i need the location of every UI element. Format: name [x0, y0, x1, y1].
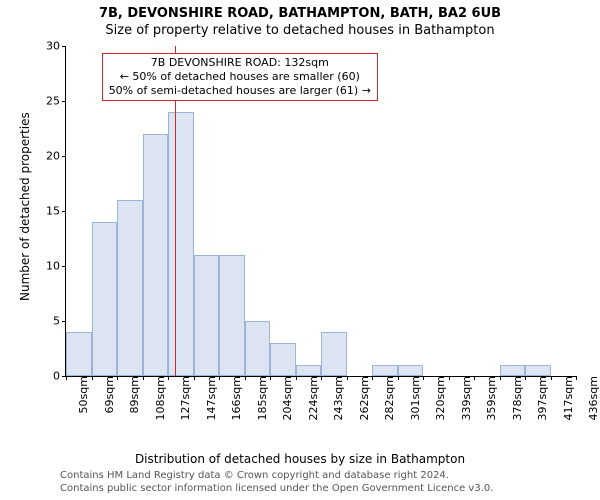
xtick-mark [117, 376, 118, 380]
xtick-label: 89sqm [122, 376, 141, 413]
xtick-label: 224sqm [301, 376, 320, 420]
footer-line-1: Contains HM Land Registry data © Crown c… [60, 470, 600, 483]
xtick-mark [500, 376, 501, 380]
xtick-label: 282sqm [377, 376, 396, 420]
xtick-mark [296, 376, 297, 380]
x-axis-label: Distribution of detached houses by size … [0, 452, 600, 466]
xtick-label: 339sqm [454, 376, 473, 420]
histogram-bar [194, 255, 220, 376]
ytick-mark [62, 321, 66, 322]
xtick-label: 204sqm [275, 376, 294, 420]
xtick-label: 166sqm [224, 376, 243, 420]
property-info-box: 7B DEVONSHIRE ROAD: 132sqm← 50% of detac… [102, 53, 378, 102]
xtick-mark [92, 376, 93, 380]
footer-attribution: Contains HM Land Registry data © Crown c… [0, 470, 600, 495]
histogram-bar [372, 365, 398, 376]
infobox-line: 50% of semi-detached houses are larger (… [109, 84, 371, 98]
xtick-mark [423, 376, 424, 380]
xtick-label: 359sqm [479, 376, 498, 420]
xtick-mark [551, 376, 552, 380]
xtick-mark [474, 376, 475, 380]
histogram-bar [270, 343, 296, 376]
xtick-mark [576, 376, 577, 380]
histogram-bar [92, 222, 118, 376]
xtick-label: 108sqm [148, 376, 167, 420]
xtick-label: 185sqm [250, 376, 269, 420]
xtick-mark [398, 376, 399, 380]
xtick-label: 147sqm [199, 376, 218, 420]
histogram-bar [168, 112, 194, 376]
xtick-label: 127sqm [173, 376, 192, 420]
histogram-bar [219, 255, 245, 376]
chart-container: 05101520253050sqm69sqm89sqm108sqm127sqm1… [0, 38, 600, 448]
xtick-mark [168, 376, 169, 380]
histogram-bar [143, 134, 169, 376]
xtick-label: 301sqm [403, 376, 422, 420]
histogram-bar [525, 365, 551, 376]
xtick-mark [270, 376, 271, 380]
xtick-mark [449, 376, 450, 380]
xtick-mark [372, 376, 373, 380]
xtick-label: 69sqm [97, 376, 116, 413]
xtick-label: 243sqm [326, 376, 345, 420]
xtick-label: 378sqm [505, 376, 524, 420]
xtick-mark [194, 376, 195, 380]
xtick-mark [219, 376, 220, 380]
infobox-line: 7B DEVONSHIRE ROAD: 132sqm [109, 56, 371, 70]
xtick-label: 417sqm [556, 376, 575, 420]
xtick-mark [245, 376, 246, 380]
xtick-mark [321, 376, 322, 380]
histogram-bar [398, 365, 424, 376]
xtick-label: 50sqm [71, 376, 90, 413]
histogram-bar [321, 332, 347, 376]
ytick-mark [62, 101, 66, 102]
xtick-label: 397sqm [530, 376, 549, 420]
xtick-mark [347, 376, 348, 380]
title-main: 7B, DEVONSHIRE ROAD, BATHAMPTON, BATH, B… [0, 6, 600, 21]
ytick-mark [62, 266, 66, 267]
y-axis-label: Number of detached properties [18, 112, 32, 301]
histogram-bar [66, 332, 92, 376]
histogram-bar [500, 365, 526, 376]
ytick-mark [62, 46, 66, 47]
xtick-mark [143, 376, 144, 380]
histogram-bar [245, 321, 271, 376]
infobox-line: ← 50% of detached houses are smaller (60… [109, 70, 371, 84]
ytick-mark [62, 156, 66, 157]
footer-line-2: Contains public sector information licen… [60, 483, 600, 496]
xtick-mark [525, 376, 526, 380]
xtick-label: 262sqm [352, 376, 371, 420]
title-sub: Size of property relative to detached ho… [0, 23, 600, 38]
xtick-label: 436sqm [581, 376, 600, 420]
histogram-bar [296, 365, 322, 376]
plot-area: 05101520253050sqm69sqm89sqm108sqm127sqm1… [65, 46, 576, 377]
histogram-bar [117, 200, 143, 376]
ytick-mark [62, 211, 66, 212]
xtick-label: 320sqm [428, 376, 447, 420]
xtick-mark [66, 376, 67, 380]
